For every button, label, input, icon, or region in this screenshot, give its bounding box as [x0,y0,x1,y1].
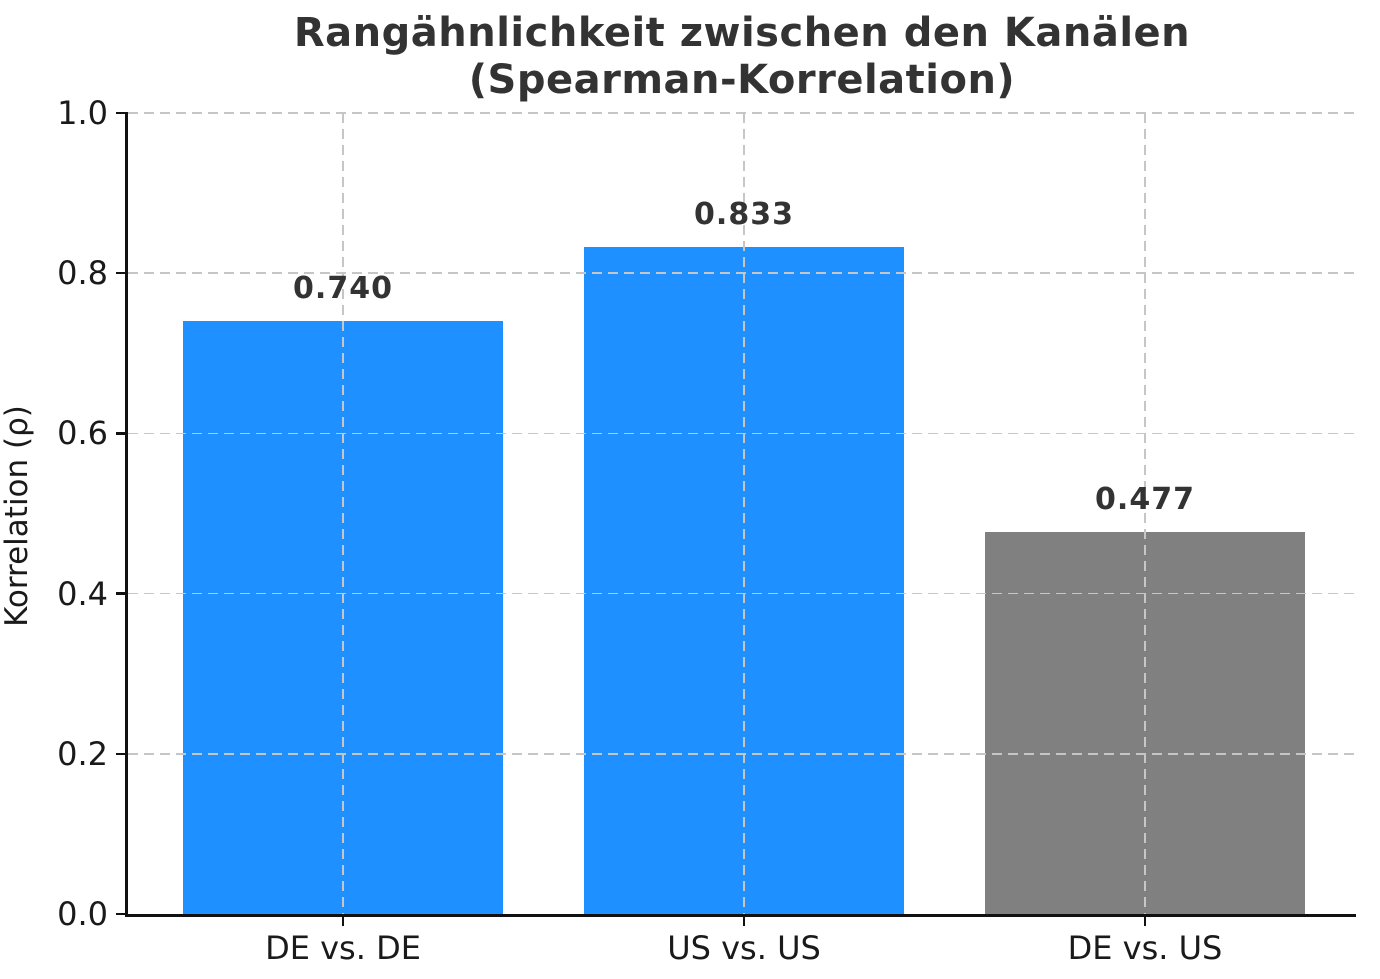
y-tick-mark [116,432,128,435]
chart-title: Rangähnlichkeit zwischen den Kanälen (Sp… [293,10,1191,103]
gridline-horizontal [128,272,1356,275]
y-axis-label: Korrelation (ρ) [0,405,35,627]
bar-value-label-de-vs-de: 0.740 [293,271,393,307]
y-tick-mark [116,271,128,275]
x-tick-label-de-vs-us: DE vs. US [1067,929,1223,967]
x-tick-mark [1143,914,1147,926]
gridline-vertical [743,113,745,914]
x-tick-mark [742,914,746,926]
gridline-vertical [1144,113,1146,914]
bar-value-label-us-vs-us: 0.833 [694,196,794,232]
gridline-horizontal [128,112,1356,114]
y-tick-label: 0.8 [57,254,108,293]
bar-value-label-de-vs-us: 0.477 [1095,481,1195,517]
x-tick-label-de-vs-de: DE vs. DE [265,929,421,967]
y-tick-mark [116,912,128,916]
y-tick-label: 0.0 [57,895,108,933]
y-tick-label: 0.6 [57,414,108,453]
y-tick-label: 0.4 [57,574,108,613]
x-axis-line [125,914,1356,917]
y-tick-label: 1.0 [57,94,108,132]
gridline-horizontal [128,752,1356,755]
gridline-vertical [342,113,344,914]
y-axis-line [125,113,128,917]
x-tick-mark [341,914,345,926]
y-tick-mark [116,752,128,756]
y-tick-mark [116,592,128,595]
gridline-horizontal [128,432,1356,435]
x-tick-label-us-vs-us: US vs. US [667,929,821,967]
y-tick-mark [116,111,128,115]
gridline-horizontal [128,592,1356,595]
y-tick-label: 0.2 [57,734,108,773]
